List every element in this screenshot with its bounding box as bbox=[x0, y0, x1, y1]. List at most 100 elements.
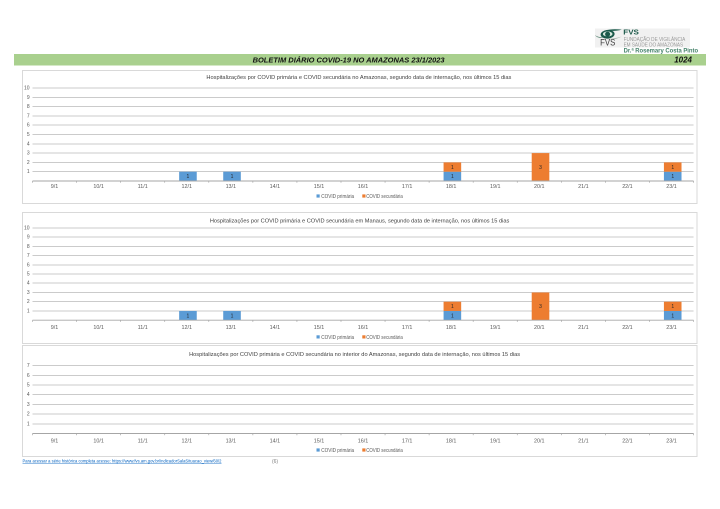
svg-text:19/1: 19/1 bbox=[490, 438, 501, 444]
svg-text:COVID secundária: COVID secundária bbox=[366, 194, 403, 200]
svg-text:18/1: 18/1 bbox=[446, 438, 457, 444]
svg-text:20/1: 20/1 bbox=[534, 184, 545, 190]
svg-text:1: 1 bbox=[451, 165, 454, 171]
svg-text:COVID primária: COVID primária bbox=[321, 194, 354, 200]
svg-text:18/1: 18/1 bbox=[446, 184, 457, 190]
svg-text:2: 2 bbox=[27, 160, 30, 166]
svg-text:11/1: 11/1 bbox=[138, 184, 148, 190]
svg-text:Para acessar a série histórica: Para acessar a série histórica completa … bbox=[23, 459, 223, 464]
svg-text:15/1: 15/1 bbox=[314, 438, 325, 444]
svg-text:17/1: 17/1 bbox=[402, 325, 413, 331]
svg-text:15/1: 15/1 bbox=[314, 184, 325, 190]
svg-text:13/1: 13/1 bbox=[226, 438, 237, 444]
svg-text:Hospitalizações por COVID prim: Hospitalizações por COVID primária e COV… bbox=[189, 352, 520, 358]
svg-text:13/1: 13/1 bbox=[226, 184, 237, 190]
svg-text:1: 1 bbox=[451, 313, 454, 319]
svg-text:BOLETIM DIÁRIO COVID-19 NO AMA: BOLETIM DIÁRIO COVID-19 NO AMAZONAS 23/1… bbox=[253, 55, 446, 64]
svg-text:15/1: 15/1 bbox=[314, 325, 325, 331]
svg-text:1: 1 bbox=[27, 169, 30, 175]
svg-text:1024: 1024 bbox=[674, 56, 692, 65]
svg-text:10: 10 bbox=[24, 86, 30, 92]
svg-text:3: 3 bbox=[27, 151, 30, 157]
svg-text:1: 1 bbox=[27, 309, 30, 315]
svg-text:22/1: 22/1 bbox=[622, 184, 633, 190]
svg-text:3: 3 bbox=[539, 165, 542, 171]
svg-text:FVS: FVS bbox=[623, 28, 639, 37]
svg-text:23/1: 23/1 bbox=[666, 325, 677, 331]
svg-text:1: 1 bbox=[671, 165, 674, 171]
svg-text:COVID primária: COVID primária bbox=[321, 335, 354, 341]
svg-text:1: 1 bbox=[187, 313, 190, 319]
svg-text:18/1: 18/1 bbox=[446, 325, 457, 331]
svg-text:7: 7 bbox=[27, 114, 30, 120]
svg-text:1: 1 bbox=[671, 304, 674, 310]
svg-text:COVID primária: COVID primária bbox=[321, 448, 354, 454]
svg-text:7: 7 bbox=[27, 363, 30, 369]
svg-text:FVS: FVS bbox=[600, 38, 615, 48]
svg-text:FUNDAÇÃO DE VIGILÂNCIA: FUNDAÇÃO DE VIGILÂNCIA bbox=[624, 36, 686, 43]
svg-text:9/1: 9/1 bbox=[51, 184, 59, 190]
svg-text:3: 3 bbox=[27, 402, 30, 408]
svg-text:23/1: 23/1 bbox=[666, 438, 677, 444]
svg-text:1: 1 bbox=[27, 422, 30, 428]
svg-text:19/1: 19/1 bbox=[490, 325, 501, 331]
svg-text:12/1: 12/1 bbox=[182, 325, 193, 331]
svg-text:14/1: 14/1 bbox=[270, 325, 281, 331]
svg-text:2: 2 bbox=[27, 412, 30, 418]
svg-text:14/1: 14/1 bbox=[270, 438, 281, 444]
svg-text:11/1: 11/1 bbox=[138, 325, 148, 331]
svg-text:21/1: 21/1 bbox=[578, 438, 589, 444]
svg-text:9/1: 9/1 bbox=[51, 325, 59, 331]
svg-text:6: 6 bbox=[27, 263, 30, 269]
svg-text:10/1: 10/1 bbox=[93, 438, 104, 444]
svg-text:10: 10 bbox=[24, 226, 30, 232]
svg-text:16/1: 16/1 bbox=[358, 184, 369, 190]
svg-text:21/1: 21/1 bbox=[578, 325, 589, 331]
svg-text:19/1: 19/1 bbox=[490, 184, 501, 190]
svg-text:22/1: 22/1 bbox=[622, 325, 633, 331]
svg-text:Hospitalizações por COVID prim: Hospitalizações por COVID primária e COV… bbox=[210, 219, 510, 225]
svg-text:14/1: 14/1 bbox=[270, 184, 281, 190]
svg-text:8: 8 bbox=[27, 104, 30, 110]
svg-text:Hospitalizações por COVID prim: Hospitalizações por COVID primária e COV… bbox=[206, 75, 511, 81]
svg-text:23/1: 23/1 bbox=[666, 184, 677, 190]
svg-text:1: 1 bbox=[671, 174, 674, 180]
svg-text:7: 7 bbox=[27, 253, 30, 259]
svg-text:9: 9 bbox=[27, 235, 30, 241]
svg-text:4: 4 bbox=[27, 392, 30, 398]
svg-text:4: 4 bbox=[27, 142, 30, 148]
svg-text:6: 6 bbox=[27, 123, 30, 129]
svg-text:Dr.ª Rosemary Costa Pinto: Dr.ª Rosemary Costa Pinto bbox=[624, 47, 699, 54]
svg-text:17/1: 17/1 bbox=[402, 184, 413, 190]
svg-text:COVID secundária: COVID secundária bbox=[366, 448, 403, 454]
svg-text:5: 5 bbox=[27, 272, 30, 278]
svg-text:16/1: 16/1 bbox=[358, 325, 369, 331]
svg-text:1: 1 bbox=[187, 174, 190, 180]
svg-text:20/1: 20/1 bbox=[534, 325, 545, 331]
svg-text:COVID secundária: COVID secundária bbox=[366, 335, 403, 341]
svg-text:1: 1 bbox=[451, 174, 454, 180]
svg-text:6: 6 bbox=[27, 373, 30, 379]
svg-text:8: 8 bbox=[27, 244, 30, 250]
svg-text:2: 2 bbox=[27, 299, 30, 305]
svg-text:11/1: 11/1 bbox=[138, 438, 148, 444]
svg-text:3: 3 bbox=[27, 290, 30, 296]
svg-text:16/1: 16/1 bbox=[358, 438, 369, 444]
svg-text:10/1: 10/1 bbox=[93, 184, 104, 190]
svg-text:20/1: 20/1 bbox=[534, 438, 545, 444]
svg-text:22/1: 22/1 bbox=[622, 438, 633, 444]
svg-text:17/1: 17/1 bbox=[402, 438, 413, 444]
svg-text:4: 4 bbox=[27, 281, 30, 287]
svg-text:10/1: 10/1 bbox=[93, 325, 104, 331]
svg-text:9/1: 9/1 bbox=[51, 438, 59, 444]
svg-text:EM SAÚDE DO AMAZONAS: EM SAÚDE DO AMAZONAS bbox=[624, 42, 684, 49]
svg-text:3: 3 bbox=[539, 304, 542, 310]
svg-text:21/1: 21/1 bbox=[578, 184, 589, 190]
svg-text:1: 1 bbox=[671, 313, 674, 319]
svg-text:9: 9 bbox=[27, 95, 30, 101]
svg-text:1: 1 bbox=[231, 313, 234, 319]
svg-text:(6): (6) bbox=[272, 459, 278, 465]
svg-text:1: 1 bbox=[451, 304, 454, 310]
svg-text:12/1: 12/1 bbox=[182, 184, 193, 190]
svg-text:5: 5 bbox=[27, 383, 30, 389]
